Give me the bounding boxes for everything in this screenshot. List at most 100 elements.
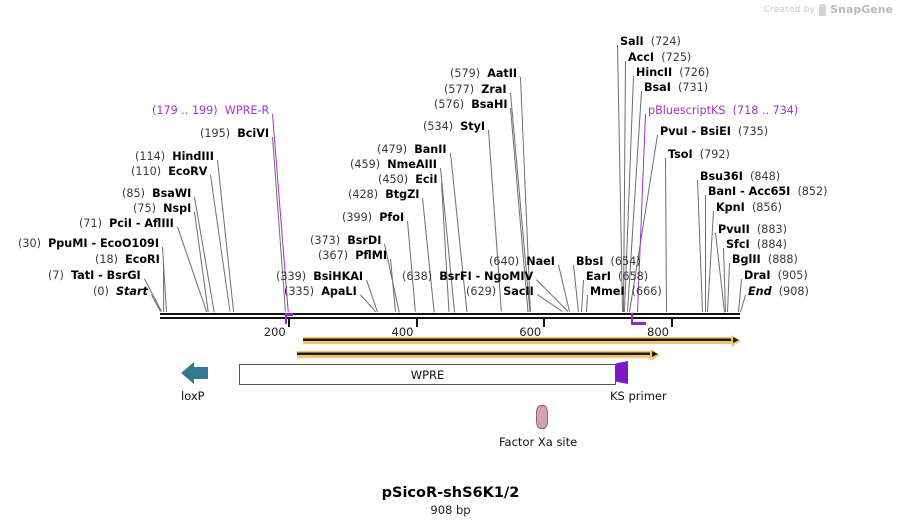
wpre-r-feature-mark bbox=[285, 313, 293, 316]
enzyme-site-label-eari[interactable]: EarI (658) bbox=[586, 271, 648, 282]
site-position: (479) bbox=[377, 143, 408, 156]
enzyme-name: BbsI bbox=[576, 255, 604, 268]
enzyme-name: PfoI bbox=[379, 211, 405, 224]
site-position: (718 .. 734) bbox=[732, 104, 799, 117]
enzyme-site-label-pvui[interactable]: PvuI - BsiEI (735) bbox=[660, 126, 768, 137]
feature-ks-primer-marker[interactable] bbox=[615, 361, 628, 384]
leader-line-stroke bbox=[727, 263, 730, 313]
enzyme-site-label-sfci[interactable]: SfcI (884) bbox=[726, 239, 787, 250]
enzyme-name: Start bbox=[115, 285, 148, 298]
enzyme-site-label-naei[interactable]: (640) NaeI bbox=[489, 256, 555, 267]
enzyme-name: EcoRV bbox=[168, 165, 208, 178]
enzyme-site-label-hincii[interactable]: HincII (726) bbox=[636, 67, 709, 78]
enzyme-name: SacII bbox=[503, 285, 534, 298]
site-position: (428) bbox=[348, 188, 379, 201]
enzyme-site-label-styi[interactable]: (534) StyI bbox=[423, 121, 485, 132]
enzyme-site-label-pfoi[interactable]: (399) PfoI bbox=[342, 212, 404, 223]
site-names: BsrDI bbox=[347, 234, 381, 247]
enzyme-site-label-ecorv[interactable]: (110) EcoRV bbox=[131, 166, 207, 177]
leader-line bbox=[697, 179, 703, 312]
enzyme-site-label-bsawi[interactable]: (85) BsaWI bbox=[122, 188, 191, 199]
enzyme-name: BsrFI bbox=[439, 270, 472, 283]
leader-line-stroke bbox=[740, 295, 746, 313]
spacer bbox=[750, 223, 757, 236]
enzyme-site-label-hindiii[interactable]: (114) HindIII bbox=[135, 151, 214, 162]
enzyme-name: PflMI bbox=[355, 249, 388, 262]
watermark-prefix: Created by bbox=[763, 4, 816, 15]
enzyme-site-label-tsoi[interactable]: TsoI (792) bbox=[668, 149, 730, 160]
spacer bbox=[725, 104, 732, 117]
enzyme-site-label-bsihkai[interactable]: (339) BsiHKAI bbox=[276, 271, 363, 282]
leader-line-stroke bbox=[581, 280, 584, 313]
enzyme-site-label-pvuii[interactable]: PvuII (883) bbox=[718, 224, 787, 235]
enzyme-site-label-start[interactable]: (0) Start bbox=[93, 286, 148, 297]
enzyme-site-label-pflmi[interactable]: (367) PflMI bbox=[318, 250, 387, 261]
enzyme-site-label-apali[interactable]: (335) ApaLI bbox=[284, 286, 357, 297]
enzyme-name: BciVI bbox=[237, 127, 270, 140]
enzyme-name: DraI bbox=[744, 269, 771, 282]
site-names: BtgZI bbox=[385, 188, 419, 201]
enzyme-site-label-aatii[interactable]: (579) AatII bbox=[450, 68, 517, 79]
enzyme-site-label-sacii[interactable]: (629) SacII bbox=[466, 286, 534, 297]
enzyme-site-label-bsai[interactable]: BsaI (731) bbox=[644, 82, 708, 93]
feature-loxp-arrow[interactable] bbox=[181, 362, 208, 384]
site-names: BsiHKAI bbox=[313, 270, 363, 283]
enzyme-site-label-bbsi[interactable]: BbsI (654) bbox=[576, 256, 641, 267]
enzyme-name: NgoMIV bbox=[484, 270, 534, 283]
site-names: BanII bbox=[414, 143, 446, 156]
enzyme-site-label-acci[interactable]: AccI (725) bbox=[628, 52, 691, 63]
site-names: pBluescriptKS bbox=[648, 104, 725, 117]
site-names: BsrFI - NgoMIV bbox=[439, 270, 533, 283]
enzyme-site-label-ecii[interactable]: (450) EciI bbox=[378, 174, 438, 185]
site-names: MmeI bbox=[590, 285, 625, 298]
enzyme-site-label-banii[interactable]: (479) BanII bbox=[377, 144, 447, 155]
enzyme-site-label-wprer[interactable]: (179 .. 199) WPRE-R bbox=[152, 105, 269, 116]
enzyme-site-label-bglii[interactable]: BglII (888) bbox=[732, 254, 798, 265]
enzyme-site-label-sali[interactable]: SalI (724) bbox=[620, 36, 681, 47]
leader-line-stroke bbox=[422, 197, 435, 312]
spacer bbox=[644, 35, 651, 48]
enzyme-site-label-nspi[interactable]: (75) NspI bbox=[133, 203, 191, 214]
site-position: (908) bbox=[778, 285, 809, 298]
enzyme-name: BtgZI bbox=[385, 188, 420, 201]
spacer bbox=[218, 104, 225, 117]
feature-wpre-box[interactable]: WPRE bbox=[239, 364, 616, 385]
enzyme-site-label-bsrdi[interactable]: (373) BsrDI bbox=[310, 235, 381, 246]
feature-factor-xa-marker[interactable] bbox=[536, 405, 548, 429]
arrow-body bbox=[303, 337, 732, 344]
site-position: (0) bbox=[93, 285, 109, 298]
site-names: PvuI - BsiEI bbox=[660, 125, 731, 138]
enzyme-site-label-tati[interactable]: (7) TatI - BsrGI bbox=[48, 270, 141, 281]
site-names: NspI bbox=[163, 202, 191, 215]
enzyme-site-label-ppumi[interactable]: (30) PpuMI - EcoO109I bbox=[18, 238, 159, 249]
site-position: (195) bbox=[200, 127, 231, 140]
site-names: ZraI bbox=[481, 83, 506, 96]
enzyme-site-label-end[interactable]: End (908) bbox=[748, 286, 809, 297]
enzyme-site-label-bsu36i[interactable]: Bsu36I (848) bbox=[700, 171, 780, 182]
enzyme-site-label-pcii[interactable]: (71) PciI - AflIII bbox=[79, 218, 174, 229]
enzyme-site-label-bcivi[interactable]: (195) BciVI bbox=[200, 128, 269, 139]
spacer bbox=[750, 238, 757, 251]
enzyme-site-label-btgzi[interactable]: (428) BtgZI bbox=[348, 189, 419, 200]
site-position: (110) bbox=[131, 165, 162, 178]
site-position: (335) bbox=[284, 285, 315, 298]
leader-line-stroke bbox=[162, 262, 164, 312]
enzyme-site-label-bsahi[interactable]: (576) BsaHI bbox=[434, 99, 507, 110]
feature-ks-primer-caption: KS primer bbox=[610, 389, 667, 403]
enzyme-site-label-bani[interactable]: BanI - Acc65I (852) bbox=[708, 186, 828, 197]
enzyme-name: ApaLI bbox=[321, 285, 357, 298]
site-names: SfcI bbox=[726, 238, 750, 251]
site-names: ApaLI bbox=[321, 285, 357, 298]
enzyme-site-label-zrai[interactable]: (577) ZraI bbox=[444, 84, 507, 95]
enzyme-site-label-ecori[interactable]: (18) EcoRI bbox=[95, 254, 160, 265]
enzyme-site-label-bsrfi[interactable]: (638) BsrFI - NgoMIV bbox=[402, 271, 533, 282]
spacer bbox=[611, 270, 618, 283]
enzyme-site-label-mmei[interactable]: MmeI (666) bbox=[590, 286, 662, 297]
enzyme-site-label-nmeaiii[interactable]: (459) NmeAIII bbox=[350, 159, 437, 170]
enzyme-site-label-drai[interactable]: DraI (905) bbox=[744, 270, 808, 281]
sequence-backbone: 200 400 600 800 bbox=[160, 313, 740, 339]
enzyme-site-label-pbks[interactable]: pBluescriptKS (718 .. 734) bbox=[648, 105, 798, 116]
feature-wpre-label: WPRE bbox=[410, 367, 445, 382]
enzyme-site-label-kpni[interactable]: KpnI (856) bbox=[716, 202, 782, 213]
